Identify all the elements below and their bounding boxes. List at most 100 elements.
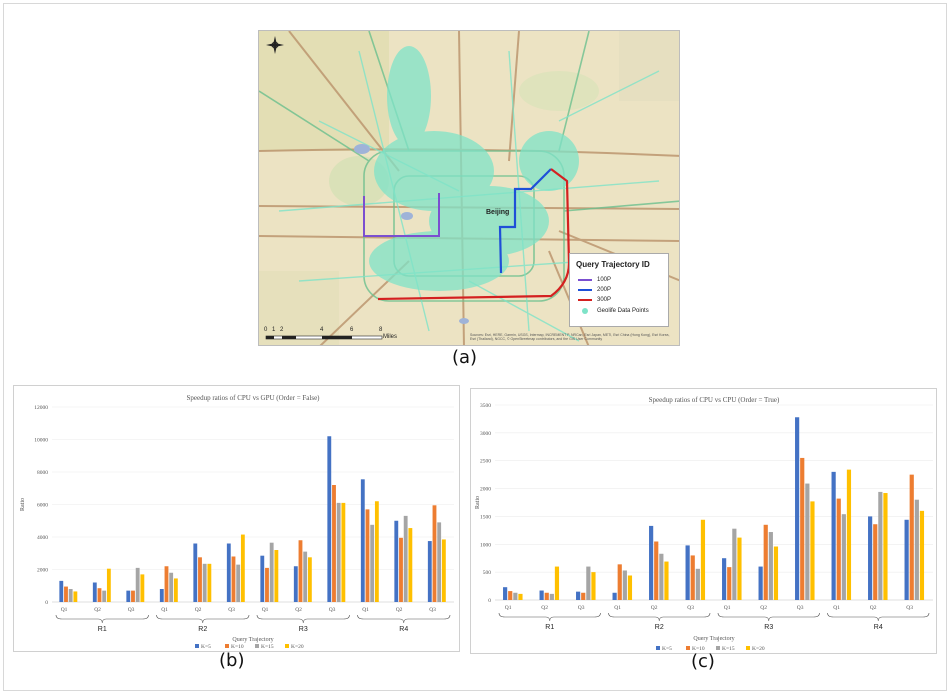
group-brace [717, 612, 820, 622]
bar [427, 541, 432, 602]
north-arrow-icon [266, 36, 284, 54]
x-tick-label: Q3 [128, 607, 135, 613]
y-tick-label: 6000 [37, 503, 48, 509]
bar [627, 575, 633, 600]
group-brace [827, 612, 930, 622]
chart-b: Speedup ratios of CPU vs GPU (Order = Fa… [20, 394, 454, 650]
chart-title: Speedup ratios of CPU vs GPU (Order = Fa… [186, 394, 320, 402]
bar [846, 469, 852, 600]
bar [135, 567, 140, 603]
y-tick-label: 12000 [34, 405, 48, 411]
bar [207, 563, 212, 602]
bar [758, 566, 763, 600]
group-brace [498, 612, 601, 622]
y-tick-label: 1500 [480, 514, 491, 520]
bar [408, 528, 413, 602]
figure-frame [3, 3, 947, 691]
x-axis-label: Query Trajectory [693, 636, 734, 642]
x-tick-label: Q3 [687, 605, 694, 611]
chart-panel-c: Speedup ratios of CPU vs CPU (Order = Tr… [470, 388, 937, 654]
group-label: R4 [399, 626, 408, 633]
x-tick-label: Q2 [195, 607, 202, 613]
y-tick-label: 500 [483, 570, 492, 576]
bar [164, 566, 169, 602]
bar [269, 542, 274, 602]
bar [581, 592, 586, 600]
legend-item-300p: 300P [578, 296, 611, 304]
bar [503, 587, 508, 600]
bar [226, 543, 231, 602]
legend-label: K=10 [692, 646, 705, 652]
bar [102, 590, 107, 603]
bar [909, 474, 914, 600]
bar [868, 516, 873, 600]
chart-panel-b: Speedup ratios of CPU vs GPU (Order = Fa… [13, 385, 460, 652]
bar [612, 592, 617, 600]
bar [106, 568, 111, 602]
map-attribution: Sources: Esri, HERE, Garmin, USGS, Inter… [470, 333, 670, 341]
legend-label: K=15 [261, 644, 274, 650]
group-label: R3 [299, 626, 308, 633]
bar [274, 550, 279, 602]
bar [654, 541, 659, 600]
legend-swatch [225, 644, 229, 648]
bar [841, 514, 846, 600]
x-tick-label: Q1 [362, 607, 369, 613]
bar [795, 417, 800, 600]
bar [700, 519, 706, 600]
trajectory-100p [363, 193, 440, 237]
bar [805, 483, 810, 600]
bar [140, 574, 145, 603]
caption-b: (b) [219, 650, 245, 671]
group-brace [608, 612, 711, 622]
bar [202, 563, 207, 602]
x-tick-label: Q1 [161, 607, 168, 613]
bar [508, 591, 513, 600]
chart-c: Speedup ratios of CPU vs CPU (Order = Tr… [475, 396, 933, 652]
x-tick-label: Q3 [578, 605, 585, 611]
x-tick-label: Q2 [396, 607, 403, 613]
bar [727, 567, 732, 600]
legend-swatch [255, 644, 259, 648]
y-tick-label: 4000 [37, 535, 48, 541]
scale-label: 1 [272, 327, 276, 333]
bar [293, 566, 298, 602]
bar [664, 561, 669, 600]
x-tick-label: Q2 [651, 605, 658, 611]
scale-unit: Miles [383, 334, 398, 340]
legend-label: K=10 [231, 644, 244, 650]
bar [265, 567, 269, 603]
bar [649, 525, 654, 600]
bar [97, 588, 102, 602]
group-label: R1 [545, 624, 554, 631]
bar [659, 553, 664, 600]
x-tick-label: Q3 [228, 607, 235, 613]
y-tick-label: 2000 [37, 568, 48, 574]
x-tick-label: Q1 [505, 605, 512, 611]
bar [59, 580, 64, 603]
bar [159, 589, 164, 602]
bar [327, 436, 332, 602]
x-axis-label: Query Trajectory [232, 637, 273, 643]
bar [360, 479, 365, 602]
legend-item-200p: 200P [578, 286, 611, 294]
bar [260, 555, 265, 602]
bar [695, 568, 700, 600]
bar [576, 591, 581, 600]
y-tick-label: 0 [488, 598, 491, 604]
bar [169, 572, 174, 602]
bar [73, 591, 78, 602]
bar [341, 502, 346, 603]
bar [198, 557, 202, 602]
map-city-label: Beijing [486, 209, 510, 216]
bar [513, 592, 518, 600]
legend-label: K=20 [291, 644, 304, 650]
bar [370, 524, 375, 602]
x-tick-label: Q1 [833, 605, 840, 611]
bar [904, 519, 909, 600]
legend-swatch [656, 646, 660, 650]
x-tick-label: Q3 [429, 607, 436, 613]
legend-swatch [716, 646, 720, 650]
y-axis-label: Ratio [20, 498, 26, 511]
x-tick-label: Q2 [870, 605, 877, 611]
